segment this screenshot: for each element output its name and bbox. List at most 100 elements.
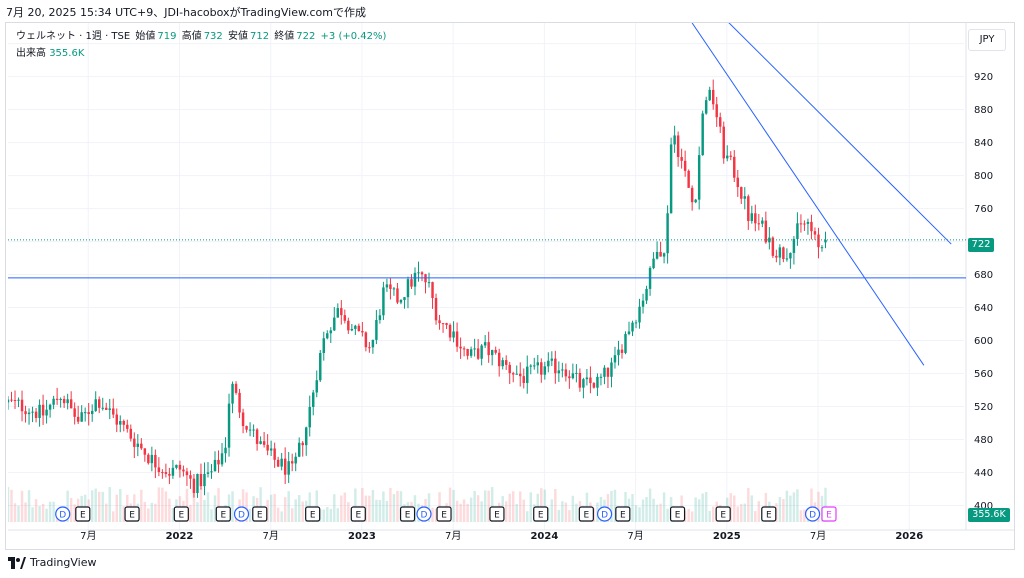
candle-body xyxy=(740,187,743,199)
candle-body xyxy=(817,234,820,248)
candle-body xyxy=(238,392,241,413)
candle-body xyxy=(708,89,711,101)
volume-bar xyxy=(785,490,789,522)
candle-body xyxy=(143,448,147,455)
earnings-marker[interactable] xyxy=(489,506,505,522)
candle-body xyxy=(389,284,392,289)
candle-body xyxy=(273,448,276,460)
candle-body xyxy=(189,475,192,479)
earnings-marker[interactable] xyxy=(578,506,594,522)
earnings-marker[interactable] xyxy=(761,506,777,522)
candle-body xyxy=(722,126,725,159)
trendline[interactable] xyxy=(698,0,952,245)
candle-body xyxy=(796,223,799,239)
volume-bar xyxy=(20,490,24,522)
volume-bar xyxy=(515,503,518,522)
candle-body xyxy=(757,223,761,225)
candle-body xyxy=(680,157,683,161)
earnings-marker[interactable] xyxy=(215,506,231,522)
dividend-marker[interactable] xyxy=(804,506,821,522)
volume-bar xyxy=(203,500,206,522)
chart-frame xyxy=(5,22,1015,550)
earnings-marker[interactable] xyxy=(305,506,321,522)
dividend-marker[interactable] xyxy=(233,506,250,522)
volume-bar xyxy=(10,489,13,522)
candle-body xyxy=(694,199,697,203)
candle-body xyxy=(122,421,126,425)
earnings-marker[interactable] xyxy=(821,506,837,522)
volume-bar xyxy=(154,503,157,522)
earnings-marker[interactable] xyxy=(533,506,549,522)
candle-body xyxy=(234,383,238,393)
tradingview-brand[interactable]: TradingView xyxy=(8,556,96,569)
earnings-marker[interactable] xyxy=(669,506,686,522)
candle-body xyxy=(203,473,206,487)
earnings-marker[interactable] xyxy=(173,506,189,522)
candle-body xyxy=(34,411,38,418)
volume-bar xyxy=(140,489,143,522)
volume-bar xyxy=(427,493,431,522)
volume-bar xyxy=(108,487,111,522)
earnings-marker[interactable] xyxy=(615,506,631,522)
candle-body xyxy=(775,255,778,258)
candle-body xyxy=(87,412,90,415)
candle-body xyxy=(252,429,255,431)
volume-bar xyxy=(459,503,462,522)
volume-bar xyxy=(697,499,701,522)
earnings-marker[interactable] xyxy=(436,506,452,522)
volume-bar xyxy=(557,509,561,522)
candle-body xyxy=(10,399,13,401)
candle-body xyxy=(150,454,154,464)
volume-bar xyxy=(550,499,554,522)
candle-body xyxy=(73,408,76,417)
dividend-marker-label: D xyxy=(601,511,608,521)
candle-body xyxy=(112,408,115,415)
candle-body xyxy=(711,89,715,105)
currency-button[interactable]: JPY xyxy=(968,29,1006,51)
volume-bar xyxy=(782,499,785,522)
symbol-title[interactable]: ウェルネット · 1週 · TSE xyxy=(16,31,131,42)
candle-body xyxy=(133,438,136,447)
x-tick-label: 7月 xyxy=(80,530,96,542)
earnings-marker-label: E xyxy=(620,511,626,521)
volume-bar xyxy=(192,488,196,522)
volume-bar xyxy=(469,497,473,522)
volume-bar xyxy=(24,502,27,522)
dividend-marker[interactable] xyxy=(55,506,71,522)
earnings-marker[interactable] xyxy=(124,506,140,522)
candle-body xyxy=(813,231,817,235)
volume-bar xyxy=(803,509,806,522)
volume-tag: 355.6K xyxy=(968,508,1010,522)
volume-bar xyxy=(48,501,52,522)
candle-body xyxy=(785,258,789,260)
earnings-marker[interactable] xyxy=(399,506,416,522)
candle-body xyxy=(161,472,164,474)
candle-body xyxy=(241,412,245,427)
candle-body xyxy=(312,392,315,407)
volume-bar xyxy=(45,508,48,522)
earnings-marker[interactable] xyxy=(350,506,366,522)
volume-bar xyxy=(119,489,122,522)
volume-bar xyxy=(157,487,161,522)
candle-body xyxy=(31,411,34,413)
earnings-marker[interactable] xyxy=(715,506,731,522)
earnings-marker[interactable] xyxy=(252,506,268,522)
candle-body xyxy=(136,443,140,447)
candle-body xyxy=(290,461,294,464)
candle-body xyxy=(248,429,252,431)
earnings-marker[interactable] xyxy=(75,506,91,522)
candle-body xyxy=(820,247,824,249)
volume-bar xyxy=(122,506,126,522)
y-tick-label: 680 xyxy=(974,270,993,281)
dividend-marker[interactable] xyxy=(416,506,432,522)
trendline[interactable] xyxy=(691,23,925,366)
candle-body xyxy=(262,441,266,445)
dividend-marker[interactable] xyxy=(596,506,613,522)
candle-body xyxy=(168,473,171,476)
volume-bar xyxy=(529,492,532,522)
candle-body xyxy=(761,220,764,224)
volume-bar xyxy=(143,501,147,522)
candle-body xyxy=(733,156,736,178)
volume-bar xyxy=(466,503,469,522)
